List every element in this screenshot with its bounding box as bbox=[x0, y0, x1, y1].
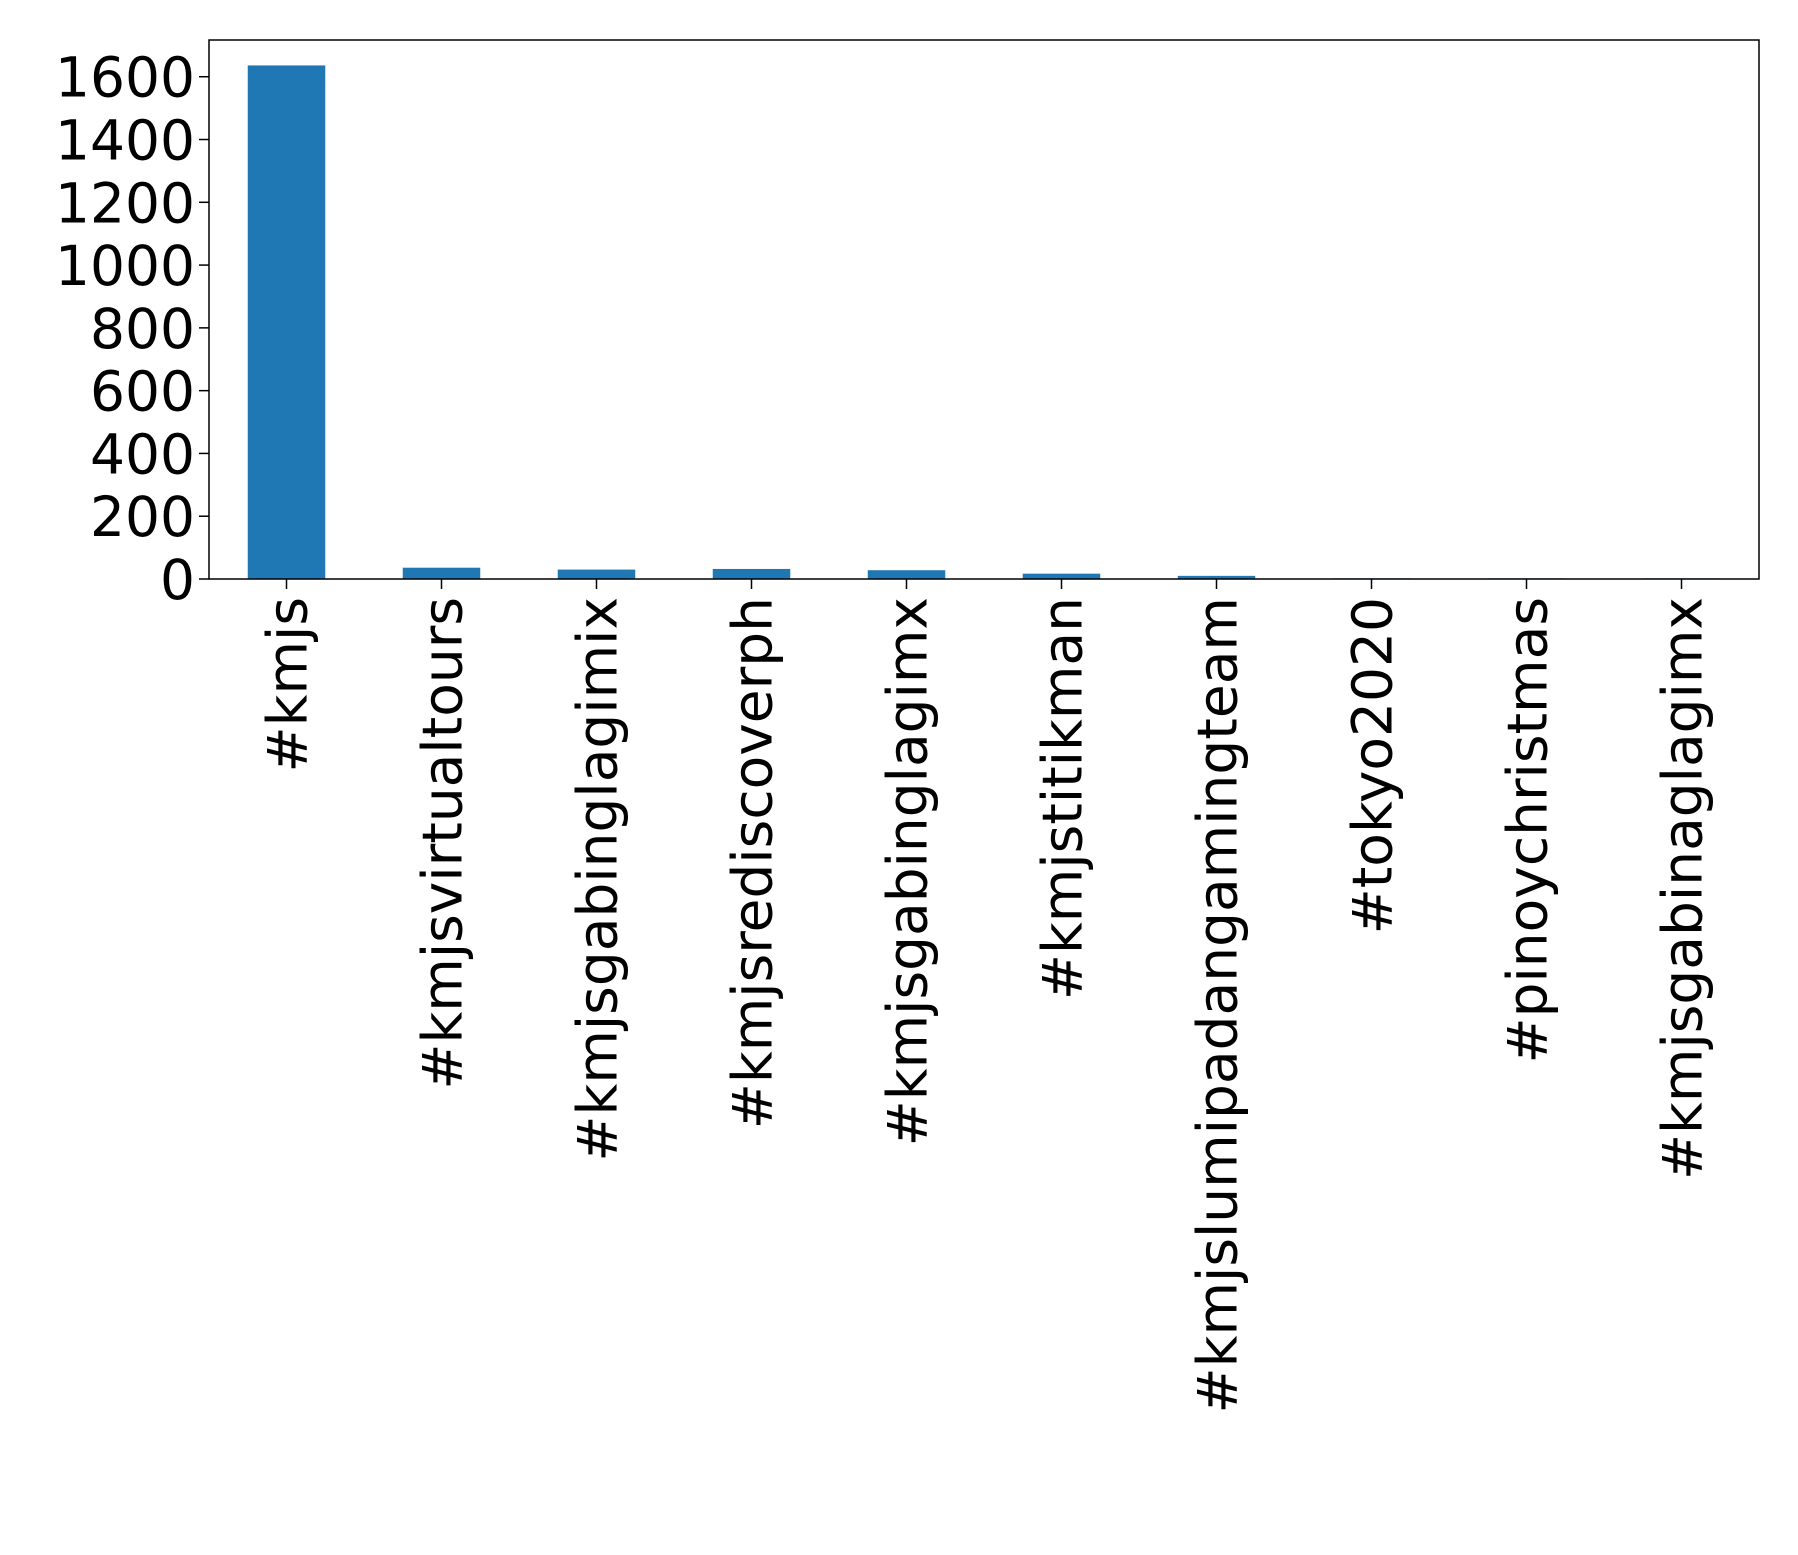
x-tick-label: #kmjstitikman bbox=[1031, 597, 1095, 1000]
x-tick-label: #pinoychristmas bbox=[1496, 597, 1560, 1063]
x-tick-label: #tokyo2020 bbox=[1341, 597, 1405, 934]
y-tick-label: 600 bbox=[90, 360, 195, 424]
bar bbox=[402, 567, 481, 579]
y-tick-label: 1200 bbox=[55, 171, 195, 235]
y-tick-label: 1600 bbox=[55, 46, 195, 110]
x-tick-label: #kmjsgabinaglagimx bbox=[1651, 597, 1715, 1180]
x-tick-label: #kmjsvirtualtours bbox=[411, 597, 475, 1090]
bar bbox=[557, 569, 636, 579]
x-tick-label: #kmjsgabinglagimix bbox=[566, 597, 630, 1162]
y-tick-label: 200 bbox=[90, 485, 195, 549]
bar bbox=[1177, 575, 1256, 579]
x-tick-label: #kmjslumipadangamingteam bbox=[1186, 597, 1250, 1413]
bar bbox=[867, 570, 946, 579]
y-tick-label: 0 bbox=[160, 548, 195, 612]
y-tick-label: 800 bbox=[90, 297, 195, 361]
y-tick-label: 1000 bbox=[55, 234, 195, 298]
y-tick-label: 1400 bbox=[55, 109, 195, 173]
y-tick-label: 400 bbox=[90, 422, 195, 486]
bar bbox=[247, 65, 326, 579]
x-tick-label: #kmjsgabinglagimx bbox=[876, 597, 940, 1146]
plot-frame bbox=[208, 39, 1760, 580]
x-tick-label: #kmjsrediscoverph bbox=[721, 597, 785, 1129]
bar bbox=[1022, 573, 1101, 579]
x-tick-label: #kmjs bbox=[256, 597, 320, 772]
bar bbox=[712, 568, 791, 579]
